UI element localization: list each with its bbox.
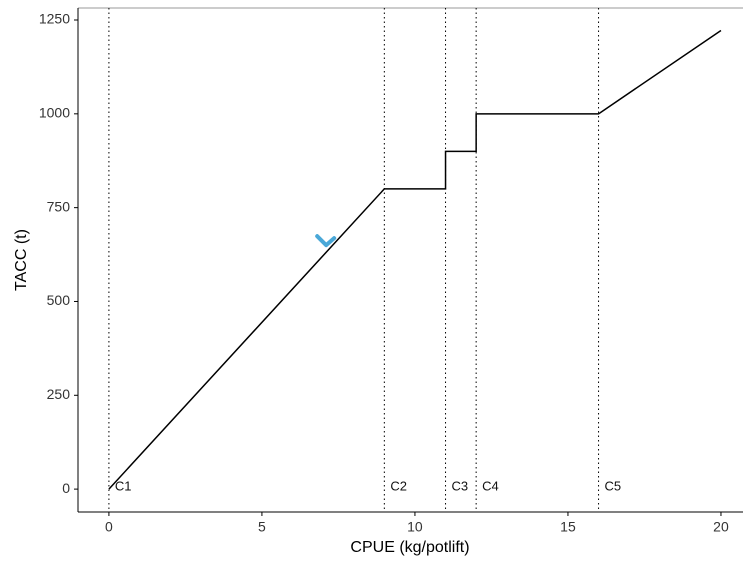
x-tick-label: 0 — [105, 519, 113, 535]
y-tick-label: 1000 — [39, 105, 70, 121]
x-tick-label: 15 — [560, 519, 576, 535]
cutoff-label: C3 — [452, 479, 469, 494]
x-tick-label: 10 — [407, 519, 423, 535]
y-axis-title: TACC (t) — [13, 229, 30, 291]
line — [108, 29, 722, 490]
cutoff-label: C5 — [605, 479, 622, 494]
y-tick-label: 1250 — [39, 11, 70, 27]
x-tick-label: 5 — [258, 519, 266, 535]
x-tick-label: 20 — [713, 519, 729, 535]
cutoff-label: C2 — [390, 479, 407, 494]
cutoff-label: C1 — [115, 479, 132, 494]
y-tick-label: 250 — [47, 386, 71, 402]
y-tick-label: 750 — [47, 198, 71, 214]
y-tick-label: 0 — [62, 480, 70, 496]
x-axis-title: CPUE (kg/potlift) — [350, 539, 469, 556]
y-tick-label: 500 — [47, 292, 71, 308]
check-marker — [315, 234, 337, 248]
cutoff-label: C4 — [482, 479, 499, 494]
